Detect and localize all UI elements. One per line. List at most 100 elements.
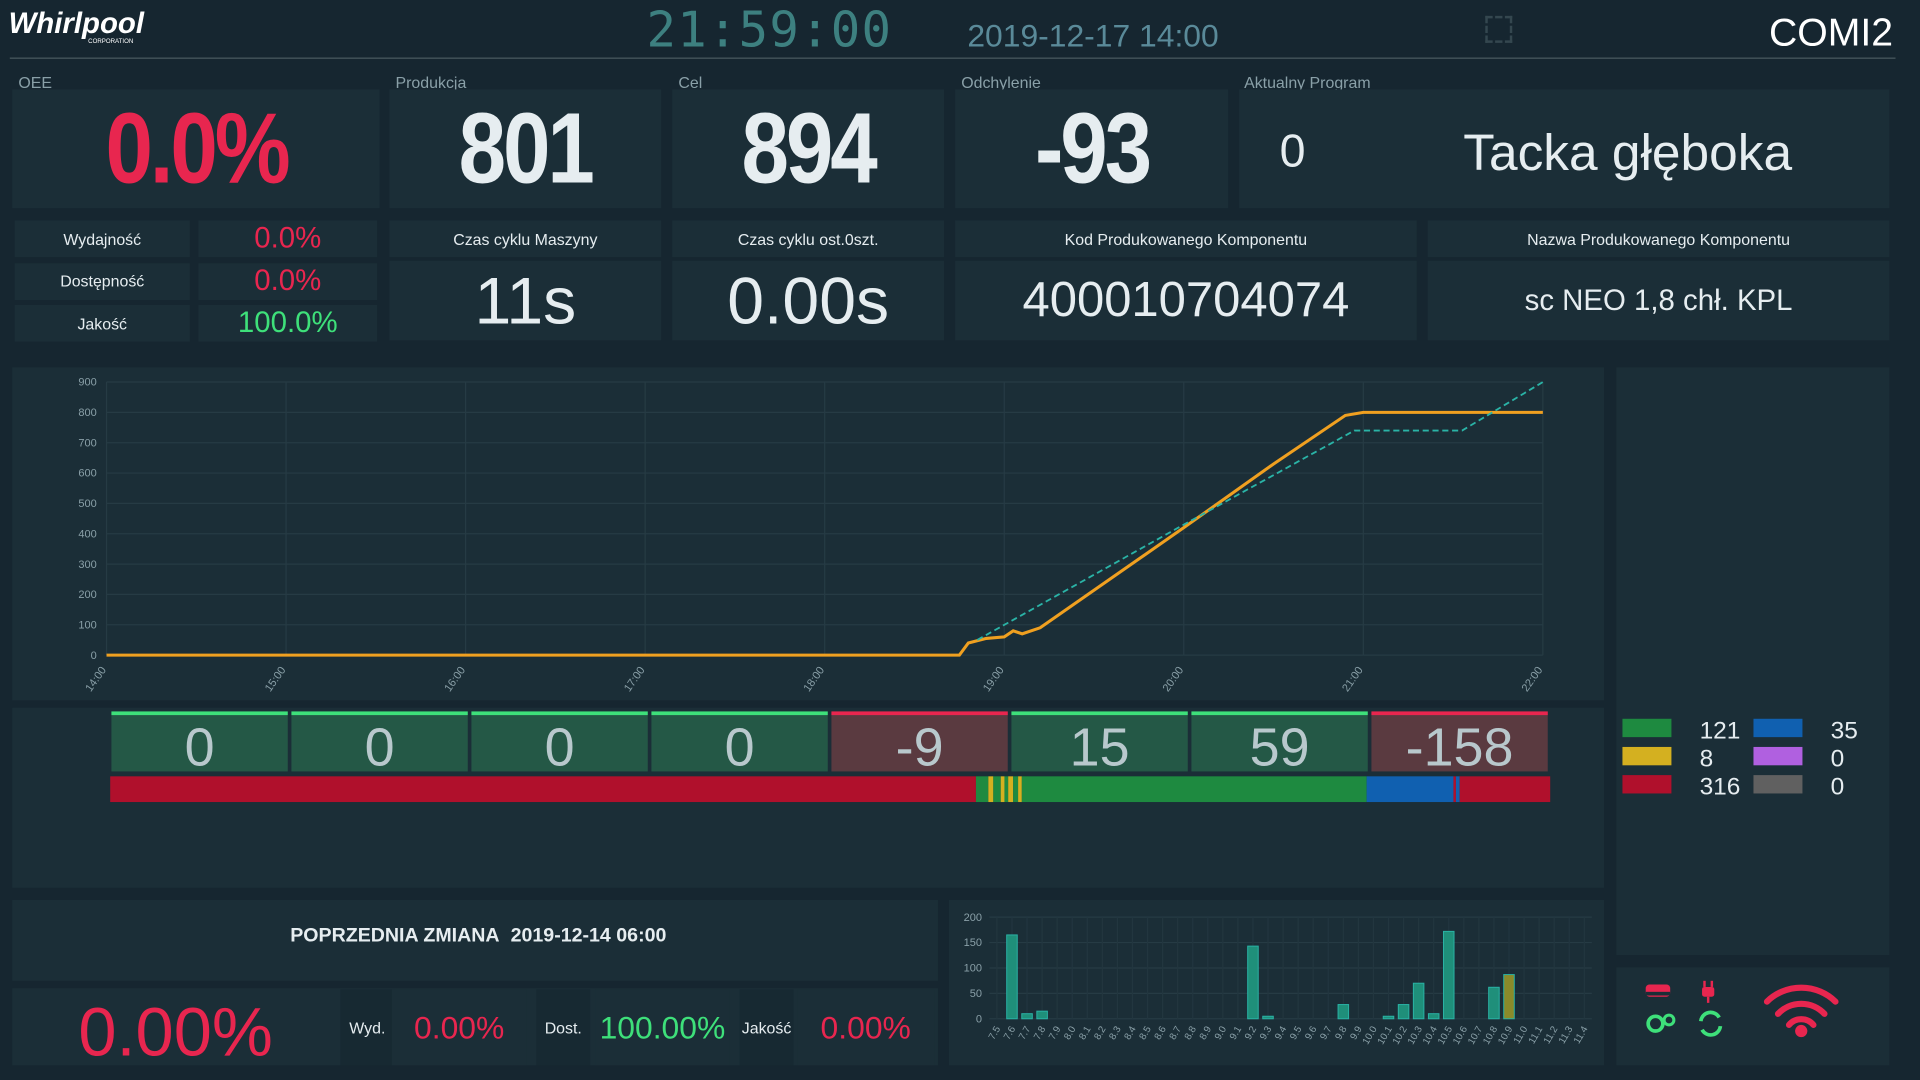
bar bbox=[1397, 1004, 1410, 1020]
legend-value: 8 bbox=[1700, 746, 1714, 773]
shift-block bbox=[1011, 711, 1188, 772]
prev-oee: 0.00% bbox=[78, 993, 273, 1071]
timeline-segment bbox=[975, 776, 989, 803]
shift-value: 0 bbox=[725, 717, 755, 777]
x-tick-label: 7.6 bbox=[1002, 1024, 1019, 1042]
bar bbox=[1412, 982, 1425, 1020]
x-tick-label: 8.0 bbox=[1062, 1024, 1079, 1042]
shift-value: 15 bbox=[1070, 717, 1130, 777]
icons-panel bbox=[1616, 967, 1890, 1066]
y-tick-label: 500 bbox=[78, 498, 96, 510]
prev-date: 2019-12-14 06:00 bbox=[510, 925, 667, 947]
shift-block bbox=[831, 711, 1008, 772]
bar bbox=[1382, 1015, 1395, 1020]
detail-value: sc NEO 1,8 chł. KPL bbox=[1427, 260, 1890, 341]
x-tick-label: 8.2 bbox=[1092, 1025, 1108, 1042]
bar bbox=[1006, 934, 1018, 1020]
detail-label: Czas cyklu ost.0szt. bbox=[672, 220, 945, 258]
shift-value: -158 bbox=[1406, 717, 1514, 777]
bar bbox=[1488, 986, 1500, 1020]
y-tick-label: 700 bbox=[78, 437, 96, 449]
program-number: 0 bbox=[1279, 126, 1306, 178]
x-tick-label: 11.2 bbox=[1542, 1025, 1561, 1046]
x-tick-label: 19:00 bbox=[981, 665, 1007, 694]
breakdown-value: 0.0% bbox=[198, 220, 378, 258]
x-tick-label: 16:00 bbox=[442, 665, 468, 694]
machine-icon bbox=[1645, 984, 1671, 997]
shift-value: 0 bbox=[185, 717, 215, 777]
legend-value: 316 bbox=[1700, 774, 1741, 801]
x-tick-label: 11.1 bbox=[1527, 1025, 1546, 1046]
y-tick-label: 50 bbox=[970, 988, 982, 1000]
kpi-label: Cel bbox=[678, 73, 703, 92]
y-tick-label: 150 bbox=[964, 937, 982, 949]
bar bbox=[1427, 1013, 1440, 1020]
breakdown-value: 100.0% bbox=[198, 304, 378, 342]
kpi-label: Odchylenie bbox=[961, 73, 1041, 92]
shift-value: -9 bbox=[896, 717, 944, 777]
prev-title: POPRZEDNIA ZMIANA bbox=[290, 925, 500, 947]
legend-swatch bbox=[1753, 718, 1803, 738]
legend-value: 0 bbox=[1831, 746, 1845, 773]
timeline-segment bbox=[1021, 776, 1367, 803]
bar bbox=[1036, 1010, 1048, 1020]
x-tick-label: 7.5 bbox=[987, 1024, 1004, 1042]
shift-block bbox=[1371, 711, 1548, 772]
y-tick-label: 300 bbox=[78, 559, 96, 571]
y-tick-label: 100 bbox=[964, 963, 982, 975]
shift-value: 0 bbox=[365, 717, 395, 777]
detail-label: Kod Produkowanego Komponentu bbox=[955, 220, 1417, 258]
x-tick-label: 11.3 bbox=[1557, 1024, 1576, 1046]
legend-swatch bbox=[1753, 746, 1803, 766]
kpi-panel: 801 bbox=[389, 89, 662, 209]
x-tick-label: 8.7 bbox=[1168, 1025, 1184, 1042]
legend-swatch bbox=[1622, 775, 1672, 794]
x-tick-label: 9.0 bbox=[1213, 1024, 1230, 1042]
legend-value: 35 bbox=[1831, 717, 1858, 744]
kpi-value: 894 bbox=[741, 92, 878, 204]
y-tick-label: 200 bbox=[964, 912, 982, 924]
kpi-value: 0.0% bbox=[104, 92, 290, 204]
shift-block-top bbox=[471, 711, 648, 716]
wifi-icon bbox=[1763, 984, 1839, 1038]
breakdown-label: Jakość bbox=[14, 304, 190, 342]
station: COMI2 bbox=[1768, 9, 1894, 54]
program-name: Tacka głęboka bbox=[1463, 123, 1793, 182]
fullscreen-icon[interactable] bbox=[1485, 15, 1513, 43]
shift-block bbox=[1191, 711, 1368, 772]
x-tick-label: 15:00 bbox=[263, 665, 289, 694]
clock: 21:59:00 bbox=[646, 2, 893, 59]
y-tick-label: 400 bbox=[78, 528, 96, 540]
x-tick-label: 9.1 bbox=[1228, 1025, 1244, 1042]
shift-block bbox=[471, 711, 648, 772]
kpi-panel: 0.0% bbox=[12, 89, 380, 209]
plug-icon bbox=[1702, 980, 1715, 1003]
bar bbox=[1442, 930, 1455, 1020]
x-tick-label: 9.6 bbox=[1303, 1024, 1320, 1042]
y-tick-label: 0 bbox=[976, 1013, 982, 1025]
shift-block-top bbox=[831, 711, 1008, 716]
shift-block bbox=[291, 711, 468, 772]
y-tick-label: 600 bbox=[78, 468, 96, 480]
x-tick-label: 9.2 bbox=[1243, 1025, 1259, 1042]
breakdown-label: Dostępność bbox=[14, 262, 190, 300]
breakdown-label: Wydajność bbox=[14, 220, 190, 258]
kpi-label: OEE bbox=[18, 73, 53, 92]
shift-block bbox=[111, 711, 288, 772]
y-tick-label: 0 bbox=[91, 650, 97, 662]
bar bbox=[1503, 974, 1515, 1020]
timeline-segment bbox=[1455, 776, 1460, 803]
x-tick-label: 9.3 bbox=[1258, 1024, 1275, 1042]
x-tick-label: 10.1 bbox=[1376, 1025, 1395, 1047]
legend-swatch bbox=[1622, 746, 1672, 766]
prev-metric-label: Wyd. bbox=[340, 989, 395, 1066]
legend-swatch bbox=[1753, 775, 1803, 794]
detail-label: Czas cyklu Maszyny bbox=[389, 220, 662, 258]
x-tick-label: 10.2 bbox=[1391, 1025, 1410, 1047]
prev-metric-value: 100.00% bbox=[595, 989, 730, 1066]
legend-value: 0 bbox=[1831, 774, 1845, 801]
timeline-segment bbox=[1000, 776, 1005, 803]
y-tick-label: 800 bbox=[78, 407, 96, 419]
